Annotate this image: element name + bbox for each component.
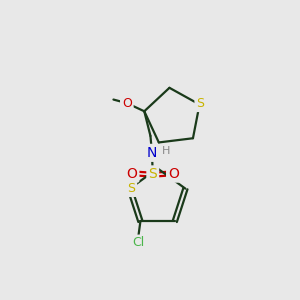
- Text: N: N: [147, 146, 157, 160]
- Text: O: O: [122, 97, 132, 110]
- Text: H: H: [162, 146, 170, 156]
- Text: S: S: [196, 97, 204, 110]
- Text: Cl: Cl: [132, 236, 144, 249]
- Text: O: O: [168, 167, 179, 181]
- Text: S: S: [148, 167, 157, 182]
- Text: S: S: [127, 182, 135, 195]
- Text: O: O: [127, 167, 137, 181]
